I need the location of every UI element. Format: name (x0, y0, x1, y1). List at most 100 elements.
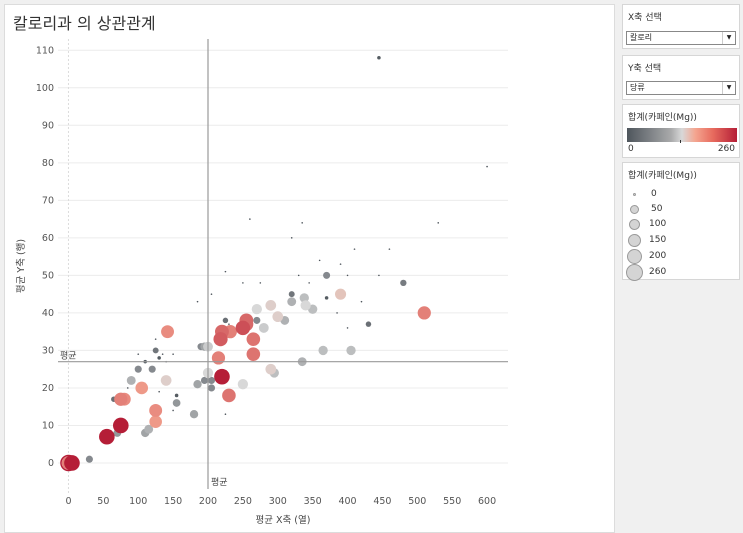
scatter-point[interactable] (339, 263, 342, 265)
scatter-point[interactable] (157, 356, 161, 360)
scatter-point[interactable] (228, 323, 230, 325)
scatter-point[interactable] (318, 259, 321, 262)
scatter-point[interactable] (265, 300, 277, 311)
x-axis-dropdown[interactable]: 칼로리 ▼ (626, 31, 736, 45)
scatter-point[interactable] (158, 390, 160, 393)
scatter-point[interactable] (193, 380, 202, 389)
scatter-point[interactable] (253, 316, 261, 324)
scatter-point[interactable] (301, 222, 303, 224)
scatter-point[interactable] (210, 293, 213, 295)
scatter-point[interactable] (172, 353, 174, 355)
scatter-point[interactable] (161, 353, 164, 355)
scatter-point[interactable] (308, 282, 310, 284)
scatter-point[interactable] (126, 387, 129, 389)
scatter-point[interactable] (346, 274, 349, 277)
color-legend-min: 0 (628, 144, 634, 154)
scatter-point[interactable] (160, 375, 172, 386)
scatter-point[interactable] (189, 410, 199, 419)
scatter-point[interactable] (288, 291, 295, 298)
x-tick-label: 450 (373, 496, 391, 507)
scatter-point[interactable] (235, 320, 251, 336)
scatter-point[interactable] (134, 365, 142, 373)
scatter-point[interactable] (324, 296, 329, 300)
scatter-point[interactable] (149, 415, 162, 429)
size-legend-item: 200 (623, 249, 739, 264)
scatter-point[interactable] (135, 381, 149, 395)
scatter-point[interactable] (251, 304, 262, 315)
scatter-point[interactable] (148, 365, 156, 373)
scatter-point[interactable] (259, 282, 262, 284)
scatter-point[interactable] (290, 237, 293, 239)
scatter-point[interactable] (149, 403, 163, 417)
scatter-point[interactable] (196, 300, 199, 303)
color-legend-title: 합계(카페인(Mg)) (628, 113, 697, 123)
scatter-point[interactable] (137, 353, 140, 355)
scatter-point[interactable] (211, 351, 226, 365)
scatter-point[interactable] (222, 317, 229, 324)
scatter-point[interactable] (207, 384, 216, 392)
size-legend-item: 50 (623, 203, 739, 217)
scatter-point[interactable] (242, 282, 244, 284)
y-tick-label: 30 (42, 345, 54, 356)
scatter-point[interactable] (346, 345, 356, 356)
scatter-point[interactable] (265, 363, 277, 375)
scatter-point[interactable] (258, 322, 269, 333)
scatter-point[interactable] (64, 455, 80, 471)
scatter-point[interactable] (114, 392, 128, 406)
scatter-point[interactable] (486, 165, 488, 168)
scatter-point[interactable] (237, 379, 249, 390)
y-axis-dropdown-value: 당류 (630, 83, 645, 92)
x-axis-selector-title: X축 선택 (628, 13, 662, 23)
size-legend-dot (626, 264, 643, 281)
scatter-point[interactable] (360, 300, 363, 303)
scatter-point[interactable] (154, 338, 157, 340)
scatter-point[interactable] (417, 306, 431, 320)
scatter-point[interactable] (161, 325, 174, 339)
scatter-point[interactable] (365, 321, 372, 327)
scatter-point[interactable] (272, 311, 284, 323)
size-legend-label: 100 (649, 219, 667, 229)
scatter-point[interactable] (437, 222, 440, 224)
scatter-point[interactable] (207, 376, 216, 384)
scatter-point[interactable] (249, 218, 251, 220)
scatter-point[interactable] (224, 270, 227, 273)
scatter-point[interactable] (214, 368, 230, 385)
scatter-point[interactable] (224, 413, 227, 416)
scatter-point[interactable] (300, 300, 311, 311)
scatter-point[interactable] (99, 428, 115, 445)
scatter-point[interactable] (323, 271, 331, 279)
scatter-point[interactable] (126, 376, 136, 385)
scatter-point[interactable] (353, 248, 356, 250)
scatter-point[interactable] (246, 347, 261, 361)
y-tick-label: 80 (42, 158, 54, 169)
scatter-point[interactable] (297, 274, 300, 277)
scatter-chart[interactable]: 0 10 20 30 40 50 60 70 80 90 100 110 0 50 100 150 200 250… (5, 5, 614, 532)
y-tick-label: 90 (42, 120, 54, 131)
x-average-label: 평균 (211, 477, 228, 488)
y-tick-label: 50 (42, 270, 54, 281)
scatter-point[interactable] (400, 279, 407, 287)
scatter-point[interactable] (335, 288, 347, 300)
scatter-point[interactable] (174, 393, 179, 398)
scatter-point[interactable] (287, 297, 297, 307)
scatter-point[interactable] (377, 55, 381, 60)
scatter-point[interactable] (246, 332, 261, 346)
chevron-down-icon: ▼ (722, 82, 735, 94)
size-legend-label: 200 (649, 251, 667, 261)
scatter-point[interactable] (222, 388, 236, 403)
scatter-point[interactable] (388, 248, 391, 250)
scatter-point[interactable] (172, 399, 181, 407)
scatter-point[interactable] (299, 293, 309, 303)
scatter-point[interactable] (85, 455, 93, 463)
scatter-point[interactable] (318, 345, 328, 356)
scatter-point[interactable] (346, 327, 349, 329)
scatter-point[interactable] (336, 312, 338, 314)
scatter-point[interactable] (112, 417, 129, 434)
scatter-point[interactable] (152, 347, 159, 354)
scatter-point[interactable] (378, 274, 380, 277)
scatter-point[interactable] (213, 332, 228, 347)
scatter-point[interactable] (172, 409, 174, 412)
y-axis-dropdown[interactable]: 당류 ▼ (626, 81, 736, 95)
scatter-point[interactable] (144, 424, 154, 434)
scatter-point[interactable] (200, 376, 209, 384)
